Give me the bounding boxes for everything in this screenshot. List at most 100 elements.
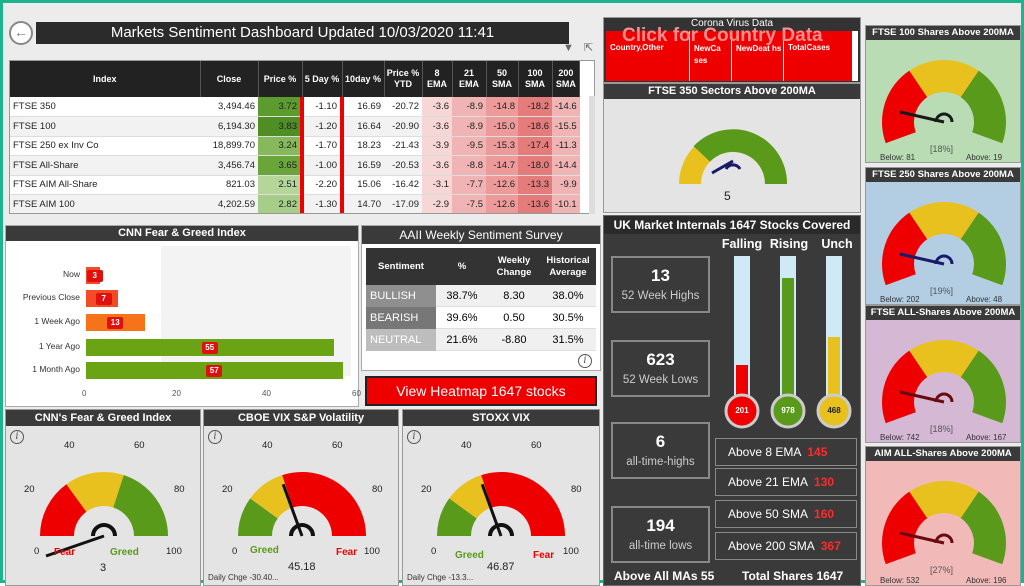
stat-value: 194	[646, 516, 675, 535]
aaii-cell-h: 38.0%	[552, 289, 584, 302]
cell-ytd: -21.43	[384, 136, 422, 156]
cell-ytd: -16.42	[384, 175, 422, 195]
total-shares: Total Shares 1647	[742, 569, 843, 583]
cell-s50: -15.3	[486, 136, 518, 156]
cell-name: FTSE 350	[10, 97, 200, 117]
gauge-tick: 20	[421, 484, 432, 495]
table-row[interactable]: FTSE AIM All-Share 821.03 2.51 -2.20 15.06 -1…	[10, 175, 580, 195]
col-price-pct[interactable]: Price %	[258, 61, 303, 97]
click-country-overlay[interactable]: Click for Country Data	[622, 25, 823, 46]
right-gauge: FTSE ALL-Shares Above 200MA [18%] Below: 7…	[865, 305, 1021, 443]
table-row[interactable]: FTSE 250 ex Inv Co 18,899.70 3.24 -1.70 18.2…	[10, 136, 580, 156]
gauge-info-icon[interactable]: i	[407, 430, 421, 444]
right-gauge-dial	[882, 59, 1006, 144]
table-scrollbar[interactable]	[589, 96, 595, 214]
col-21ema[interactable]: 21 EMA	[452, 61, 487, 97]
cell-s200: -9.9	[552, 175, 580, 195]
table-row[interactable]: FTSE 100 6,194.30 3.83 -1.20 16.64 -20.90 -3.6…	[10, 116, 580, 137]
cell-pct: 3.24	[258, 136, 302, 156]
cell-pct: 2.82	[258, 194, 302, 213]
sectors-gauge	[679, 129, 788, 184]
corona-panel[interactable]: Corona Virus Data Country,Other NewCa se…	[603, 17, 861, 83]
aaii-panel: AAII Weekly Sentiment Survey Sentiment %…	[361, 225, 601, 371]
market-table: Index Close Price % 5 Day % 10day % Pric…	[9, 60, 595, 214]
right-gauge-above: Above: 167	[966, 433, 1007, 442]
right-gauge-title: FTSE 250 Shares Above 200MA	[866, 168, 1020, 182]
cell-close: 821.03	[200, 175, 258, 195]
unch-value: 468	[827, 406, 841, 415]
fear-label: Fear	[54, 547, 76, 558]
cell-d5: -2.20	[300, 175, 342, 195]
aaii-col-weekly[interactable]: Weekly Change	[496, 254, 532, 278]
aaii-col-pct[interactable]: %	[457, 261, 467, 272]
focus-mode-icon[interactable]: ⇱	[584, 42, 594, 54]
right-gauge-title: FTSE 100 Shares Above 200MA	[866, 26, 1020, 40]
col-8ema[interactable]: 8 EMA	[422, 61, 453, 97]
heatmap-button[interactable]: View Heatmap 1647 stocks	[365, 376, 597, 406]
table-row[interactable]: FTSE AIM 100 4,202.59 2.82 -1.30 14.70 -17.09…	[10, 194, 580, 213]
aaii-col-sentiment[interactable]: Sentiment	[378, 261, 424, 272]
right-gauge-pct: [18%]	[930, 424, 954, 434]
right-gauge-dial	[882, 481, 1006, 565]
filter-icon[interactable]: ▼	[563, 42, 574, 54]
col-10day[interactable]: 10day %	[342, 61, 385, 97]
gauge-info-icon[interactable]: i	[208, 430, 222, 444]
aaii-cell-p: 38.7%	[446, 289, 478, 302]
col-50sma[interactable]: 50 SMA	[486, 61, 519, 97]
stat-label: 52 Week Highs	[621, 290, 700, 302]
cell-s100: -18.6	[518, 116, 552, 137]
stat-label: all-time-highs	[626, 456, 695, 468]
total-label: Total Shares	[742, 569, 814, 583]
gauge-dial	[40, 472, 168, 558]
aaii-row[interactable]: BEARISH 39.6% 0.50 30.5%	[366, 306, 596, 329]
cell-close: 18,899.70	[200, 136, 258, 156]
greed-label: Greed	[455, 550, 484, 561]
col-close[interactable]: Close	[200, 61, 259, 97]
corona-col-totalcases: TotalCases	[788, 43, 831, 52]
cell-s200: -10.1	[552, 194, 580, 213]
cnn-axis-tick: 60	[352, 389, 361, 398]
col-ytd[interactable]: Price % YTD	[384, 61, 423, 97]
gauge-info-icon[interactable]: i	[10, 430, 24, 444]
cell-s200: -11.3	[552, 136, 580, 156]
table-row[interactable]: FTSE 350 3,494.46 3.72 -1.10 16.69 -20.72 -3.6…	[10, 97, 580, 117]
corona-scrollbar[interactable]	[852, 31, 858, 81]
col-5day[interactable]: 5 Day %	[302, 61, 343, 97]
gauge-tick: 20	[222, 484, 233, 495]
table-row[interactable]: FTSE All-Share 3,456.74 3.65 -1.00 16.59 -20.…	[10, 155, 580, 176]
cnn-bar-label: 1 Month Ago	[32, 364, 80, 374]
cell-name: FTSE 250 ex Inv Co	[10, 136, 200, 156]
daily-change: Daily Chge -13.3...	[407, 573, 474, 582]
above-all-label: Above All MAs	[614, 569, 698, 583]
aaii-row[interactable]: BULLISH 38.7% 8.30 38.0%	[366, 284, 596, 307]
gauge-cnn: CNN's Fear & Greed Index i 40 60 20 80 0 100 Fea…	[5, 409, 201, 586]
cell-d5: -1.20	[300, 116, 342, 137]
page-title: Markets Sentiment Dashboard Updated 10/0…	[110, 24, 495, 41]
fear-label: Fear	[336, 547, 358, 558]
cell-pct: 2.51	[258, 175, 302, 195]
cell-e8: -3.6	[422, 155, 452, 176]
stat-52wk-lows: 623 52 Week Lows	[611, 340, 710, 397]
back-button[interactable]: ←	[9, 21, 33, 45]
cell-d10: 15.06	[340, 175, 384, 195]
cell-e21: -8.9	[452, 116, 486, 137]
right-gauge-below: Below: 202	[880, 295, 920, 304]
cell-e8: -3.6	[422, 116, 452, 137]
horse-watermark	[161, 246, 351, 376]
stat-label: 52 Week Lows	[622, 374, 699, 386]
aaii-cell-w: 8.30	[503, 289, 525, 302]
ema-8: Above 8 EMA 145	[715, 438, 857, 466]
stat-value: 6	[655, 432, 666, 451]
aaii-info-icon[interactable]: i	[578, 354, 592, 368]
cell-d5: -1.00	[300, 155, 342, 176]
col-100sma[interactable]: 100 SMA	[518, 61, 553, 97]
aaii-cell-s: BEARISH	[366, 306, 436, 329]
cnn-bar-value: 3	[86, 270, 103, 282]
col-index[interactable]: Index	[10, 61, 201, 97]
gauge-tick: 60	[332, 440, 343, 451]
aaii-row[interactable]: NEUTRAL 21.6% -8.80 31.5%	[366, 328, 596, 351]
aaii-col-hist[interactable]: Historical Average	[546, 254, 590, 278]
aaii-cell-p: 39.6%	[446, 311, 478, 324]
right-gauge-below: Below: 81	[880, 153, 916, 162]
col-200sma[interactable]: 200 SMA	[552, 61, 581, 97]
